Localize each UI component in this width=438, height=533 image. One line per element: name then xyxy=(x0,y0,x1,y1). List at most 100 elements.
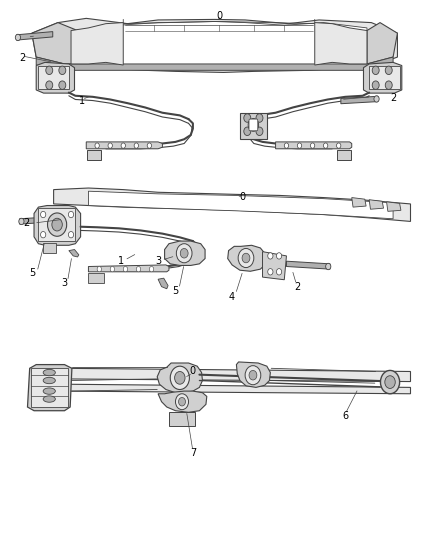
Text: 2: 2 xyxy=(390,93,396,103)
Circle shape xyxy=(95,143,99,148)
Ellipse shape xyxy=(43,396,55,402)
Polygon shape xyxy=(43,243,56,253)
Polygon shape xyxy=(62,368,410,382)
Circle shape xyxy=(170,366,189,390)
Polygon shape xyxy=(32,22,78,64)
Circle shape xyxy=(46,66,53,75)
Circle shape xyxy=(121,143,125,148)
Circle shape xyxy=(108,143,113,148)
Circle shape xyxy=(245,366,261,385)
Polygon shape xyxy=(286,261,330,269)
Circle shape xyxy=(123,266,127,272)
Circle shape xyxy=(268,253,273,259)
Text: 4: 4 xyxy=(229,292,235,302)
Polygon shape xyxy=(62,384,410,394)
Text: 2: 2 xyxy=(19,53,25,63)
Circle shape xyxy=(41,231,46,238)
Circle shape xyxy=(97,266,102,272)
Circle shape xyxy=(276,269,282,275)
Circle shape xyxy=(268,269,273,275)
Polygon shape xyxy=(352,198,366,207)
Circle shape xyxy=(256,127,263,135)
Polygon shape xyxy=(369,66,400,90)
Polygon shape xyxy=(88,273,104,284)
Text: 5: 5 xyxy=(30,268,36,278)
Polygon shape xyxy=(341,96,378,104)
Circle shape xyxy=(15,34,21,41)
Circle shape xyxy=(242,253,250,263)
Circle shape xyxy=(19,218,24,224)
Circle shape xyxy=(149,266,154,272)
Ellipse shape xyxy=(43,388,55,394)
Text: 6: 6 xyxy=(342,411,348,421)
Text: 3: 3 xyxy=(61,278,67,288)
Circle shape xyxy=(385,376,395,389)
Circle shape xyxy=(381,370,399,394)
Circle shape xyxy=(276,253,282,259)
Polygon shape xyxy=(336,150,351,160)
Polygon shape xyxy=(158,391,207,413)
Polygon shape xyxy=(169,413,195,425)
Circle shape xyxy=(147,143,152,148)
Circle shape xyxy=(46,81,53,90)
Circle shape xyxy=(59,66,66,75)
Text: 2: 2 xyxy=(24,218,30,228)
Polygon shape xyxy=(165,241,205,265)
Circle shape xyxy=(244,114,251,122)
Polygon shape xyxy=(240,113,267,139)
Circle shape xyxy=(311,143,315,148)
Polygon shape xyxy=(69,249,79,257)
Text: 5: 5 xyxy=(172,286,179,296)
Circle shape xyxy=(176,394,188,410)
Circle shape xyxy=(177,244,192,263)
Text: 0: 0 xyxy=(240,191,246,201)
Circle shape xyxy=(68,231,74,238)
Polygon shape xyxy=(17,31,53,40)
Circle shape xyxy=(325,263,331,270)
Circle shape xyxy=(179,398,185,406)
Text: 3: 3 xyxy=(155,256,161,266)
Polygon shape xyxy=(364,62,402,93)
Circle shape xyxy=(238,248,254,268)
Polygon shape xyxy=(53,188,410,221)
Circle shape xyxy=(244,127,251,135)
Ellipse shape xyxy=(43,369,55,376)
Circle shape xyxy=(41,212,46,217)
Circle shape xyxy=(284,143,289,148)
FancyBboxPatch shape xyxy=(249,119,258,131)
Circle shape xyxy=(136,266,141,272)
Polygon shape xyxy=(228,245,266,271)
Polygon shape xyxy=(36,62,74,93)
Circle shape xyxy=(249,370,257,380)
Text: 1: 1 xyxy=(79,96,85,106)
Text: 2: 2 xyxy=(294,281,300,292)
Polygon shape xyxy=(315,22,367,65)
Circle shape xyxy=(297,143,302,148)
Polygon shape xyxy=(369,200,384,209)
Polygon shape xyxy=(387,202,401,212)
Circle shape xyxy=(110,266,115,272)
Polygon shape xyxy=(32,18,397,72)
Text: 1: 1 xyxy=(118,256,124,266)
Polygon shape xyxy=(367,22,397,64)
Polygon shape xyxy=(20,216,62,224)
Circle shape xyxy=(47,213,67,236)
Polygon shape xyxy=(262,252,286,280)
Circle shape xyxy=(52,218,62,231)
Circle shape xyxy=(180,248,188,258)
Circle shape xyxy=(385,66,392,75)
Polygon shape xyxy=(71,22,123,65)
Circle shape xyxy=(374,96,379,102)
Circle shape xyxy=(59,81,66,90)
Polygon shape xyxy=(276,142,352,149)
Polygon shape xyxy=(237,362,270,387)
Text: 0: 0 xyxy=(216,11,222,21)
Circle shape xyxy=(134,143,138,148)
Polygon shape xyxy=(28,365,72,411)
Circle shape xyxy=(372,66,379,75)
Circle shape xyxy=(175,372,185,384)
Circle shape xyxy=(372,81,379,90)
Circle shape xyxy=(323,143,328,148)
Circle shape xyxy=(68,212,74,217)
Polygon shape xyxy=(87,150,102,160)
